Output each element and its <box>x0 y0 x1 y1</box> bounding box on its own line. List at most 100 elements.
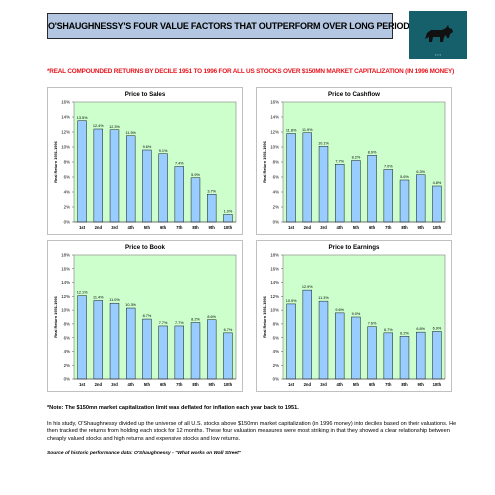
bar <box>190 177 201 223</box>
data-label: 6.2% <box>400 331 409 335</box>
bar <box>223 332 233 380</box>
y-tick-label: 0% <box>273 377 279 382</box>
data-label: 6.8% <box>416 327 425 331</box>
y-tick-label: 6% <box>64 175 70 180</box>
data-label: 10.9% <box>286 299 297 303</box>
x-tick-label: 6th <box>369 382 376 387</box>
data-label: 8.9% <box>368 150 377 154</box>
x-tick-label: 4th <box>128 382 135 387</box>
bar <box>223 214 233 223</box>
y-tick-label: 18% <box>270 253 279 258</box>
bar <box>415 331 426 380</box>
x-tick-label: 1st <box>79 382 86 387</box>
x-tick-label: 5th <box>144 225 151 230</box>
bar <box>93 300 104 380</box>
y-tick-label: 12% <box>270 294 279 299</box>
data-label: 1.0% <box>224 210 233 214</box>
bar <box>286 303 296 380</box>
data-label: 12.1% <box>77 291 88 295</box>
x-tick-label: 3rd <box>320 225 327 230</box>
bar <box>142 318 152 380</box>
y-tick-label: 0% <box>273 220 279 225</box>
data-label: 7.7% <box>335 159 344 163</box>
source-note: Source of historic performance data: O'S… <box>47 451 242 457</box>
y-tick-label: 16% <box>61 100 70 105</box>
x-tick-label: 9th <box>209 225 216 230</box>
bar <box>190 322 201 380</box>
y-tick-label: 16% <box>270 266 279 271</box>
y-tick-label: 8% <box>273 321 279 326</box>
data-label: 11.5% <box>125 131 136 135</box>
data-label: 12.3% <box>109 125 120 129</box>
x-tick-label: 6th <box>160 382 167 387</box>
data-label: 9.6% <box>335 308 344 312</box>
y-tick-label: 10% <box>61 308 70 313</box>
study-description: In his study, O'Shaughnessy divided up t… <box>47 420 457 442</box>
x-tick-label: 7th <box>385 382 392 387</box>
bar <box>109 302 120 380</box>
y-tick-label: 6% <box>273 335 279 340</box>
logo-text: ▪ ▪ ▪ <box>435 53 441 57</box>
data-label: 7.4% <box>175 162 184 166</box>
chart-panel-price-to-book: Price to Book 0% 2% 4% 6% 8% 10% 12% 14% 16% 18% R… <box>47 240 243 392</box>
x-tick-label: 4th <box>337 225 344 230</box>
x-tick-label: 1st <box>288 382 295 387</box>
chart-title: Price to Sales <box>124 91 166 98</box>
data-label: 11.0% <box>109 298 120 302</box>
bar <box>383 332 394 380</box>
y-tick-label: 8% <box>64 321 70 326</box>
bar <box>158 153 168 223</box>
data-label: 8.7% <box>143 314 152 318</box>
bar <box>432 185 442 223</box>
bar <box>367 326 377 380</box>
bar <box>318 146 329 223</box>
y-tick-label: 4% <box>273 190 279 195</box>
x-tick-label: 10th <box>433 225 442 230</box>
data-label: 11.3% <box>318 296 329 300</box>
market-cap-note: *Note: The $150mn market capitalization … <box>47 405 299 411</box>
bull-logo: ▪ ▪ ▪ <box>409 11 467 59</box>
x-tick-label: 4th <box>128 225 135 230</box>
x-tick-label: 10th <box>224 225 233 230</box>
x-tick-label: 8th <box>192 225 199 230</box>
page-title: O'SHAUGHNESSY'S FOUR VALUE FACTORS THAT … <box>47 13 453 39</box>
data-label: 4.8% <box>433 181 442 185</box>
data-label: 6.7% <box>224 328 233 332</box>
bar <box>93 128 104 223</box>
y-axis-label: Real Return 1951-1996 <box>53 295 58 337</box>
x-tick-label: 5th <box>353 382 360 387</box>
data-label: 7.0% <box>384 165 393 169</box>
x-tick-label: 6th <box>160 225 167 230</box>
x-tick-label: 1st <box>288 225 295 230</box>
y-axis-label: Real Return 1951-1996 <box>262 295 267 337</box>
bar <box>142 149 152 223</box>
x-tick-label: 1st <box>79 225 86 230</box>
y-tick-label: 2% <box>64 363 70 368</box>
bar <box>351 160 361 223</box>
data-label: 10.3% <box>125 303 136 307</box>
bar <box>302 132 313 223</box>
y-tick-label: 0% <box>64 377 70 382</box>
data-label: 11.8% <box>286 129 297 133</box>
bar <box>334 164 345 223</box>
x-tick-label: 2nd <box>95 225 103 230</box>
bar <box>383 169 394 223</box>
x-tick-label: 3rd <box>320 382 327 387</box>
x-tick-label: 4th <box>337 382 344 387</box>
bar <box>125 307 136 380</box>
bar <box>109 129 120 223</box>
data-label: 9.6% <box>143 145 152 149</box>
chart-title: Price to Cashflow <box>328 91 380 98</box>
x-tick-label: 3rd <box>111 225 118 230</box>
chart-panel-price-to-sales: Price to Sales 0% 2% 4% 6% 8% 10% 12% 14% 16% Rea… <box>47 87 243 235</box>
bar <box>318 300 329 380</box>
bar <box>77 120 87 223</box>
bar <box>77 295 87 380</box>
x-tick-label: 5th <box>144 382 151 387</box>
data-label: 9.1% <box>159 149 168 153</box>
x-tick-label: 5th <box>353 225 360 230</box>
bar <box>399 336 410 380</box>
data-label: 8.6% <box>207 315 216 319</box>
data-label: 9.0% <box>352 312 361 316</box>
bar <box>174 325 185 380</box>
